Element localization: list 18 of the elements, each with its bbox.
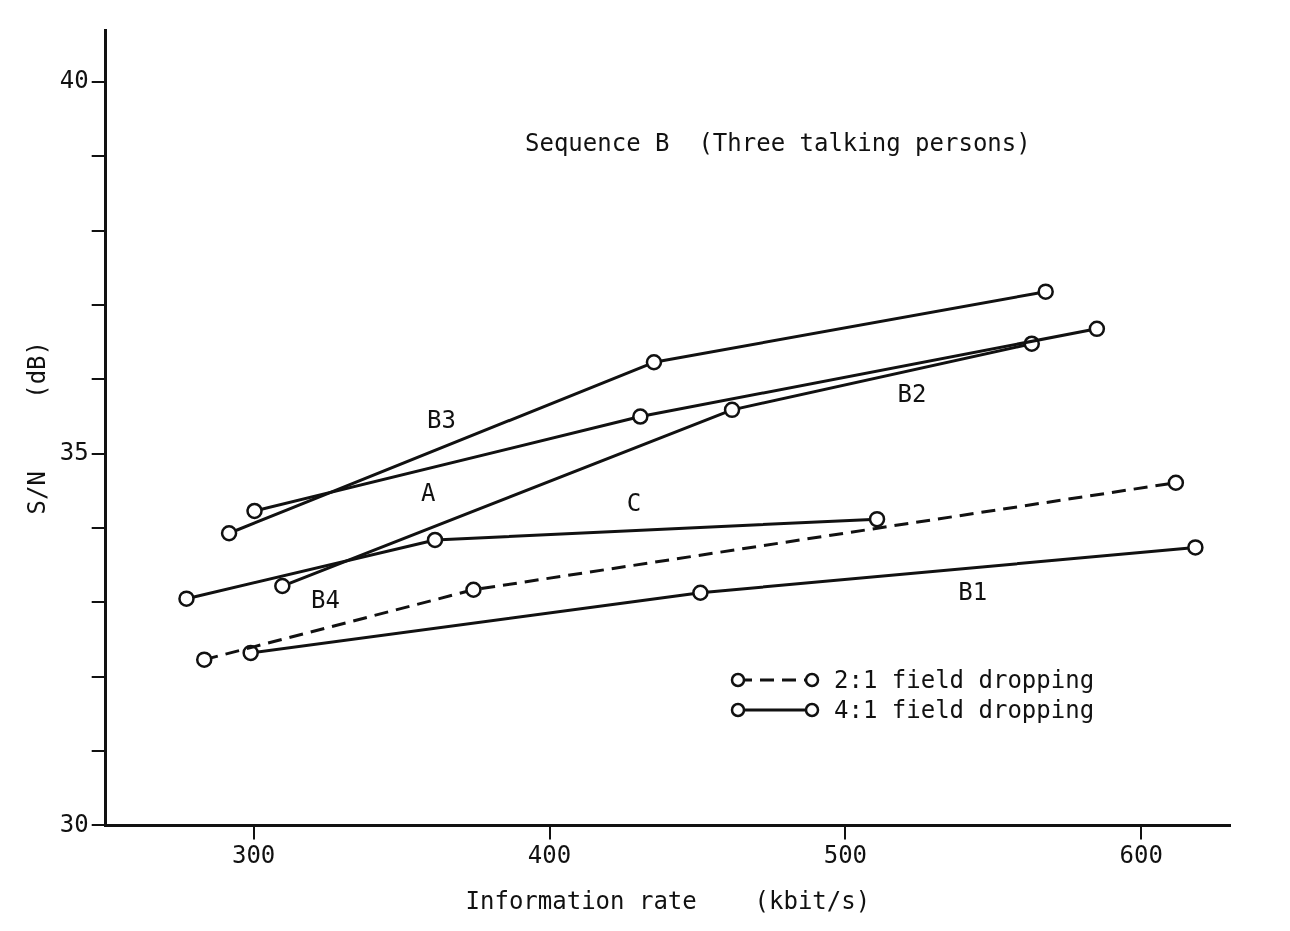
y-tick-label: 40 bbox=[59, 66, 89, 95]
x-tick-label: 300 bbox=[231, 841, 276, 870]
series-label: B4 bbox=[310, 586, 340, 615]
x-tick-label: 600 bbox=[1119, 841, 1163, 870]
y-axis-title: S/N (dB) bbox=[22, 341, 51, 515]
x-tick-label: 400 bbox=[527, 841, 572, 870]
x-tick-label: 500 bbox=[823, 841, 868, 870]
series-label: C bbox=[626, 488, 642, 517]
y-tick-label: 35 bbox=[59, 437, 89, 466]
annotation: 2:1 field dropping bbox=[834, 666, 1095, 695]
y-tick-label: 30 bbox=[59, 809, 89, 838]
series-label: B1 bbox=[958, 578, 988, 607]
series-label: A bbox=[420, 478, 436, 507]
series-label: B2 bbox=[897, 380, 927, 409]
x-axis-title: Information rate (kbit/s) bbox=[465, 886, 871, 915]
annotation: 4:1 field dropping bbox=[834, 696, 1095, 725]
series-label: B3 bbox=[427, 406, 456, 435]
text: Sequence B (Three talking persons) bbox=[524, 129, 1031, 158]
